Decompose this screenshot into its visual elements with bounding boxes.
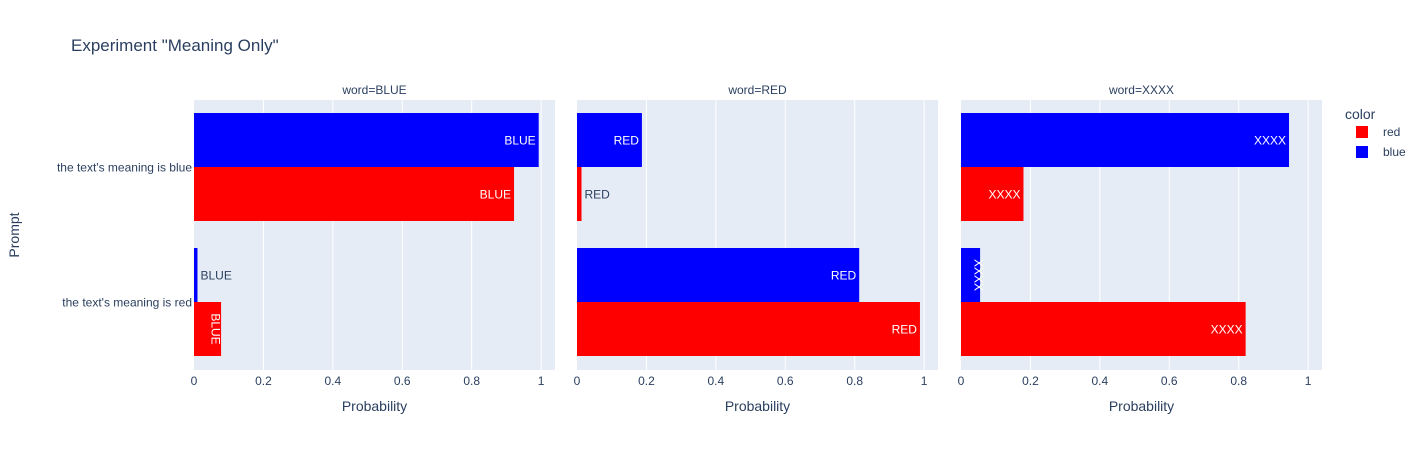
x-tick-label: 0.2 [1022, 374, 1039, 388]
x-tick-label: 0.6 [777, 374, 794, 388]
y-tick-label: the text's meaning is red [62, 296, 192, 310]
legend-item-blue[interactable]: blue [1356, 145, 1406, 159]
x-tick-label: 0.8 [463, 374, 480, 388]
y-tick-labels: the text's meaning is blue the text's mea… [57, 161, 192, 310]
legend-swatch [1356, 146, 1368, 158]
x-tick-label: 0.6 [1161, 374, 1178, 388]
x-axis-title: Probability [725, 398, 790, 414]
facet-panels: 0 0.2 0.4 0.6 0.8 1 word=BLUE Probability BLUE BL… [191, 83, 1322, 414]
bar [577, 302, 920, 356]
bar-data-label: BLUE [504, 134, 535, 148]
bar [961, 167, 1024, 221]
x-tick-label: 1 [921, 374, 928, 388]
legend-swatch [1356, 126, 1368, 138]
x-tick-label: 0.2 [255, 374, 272, 388]
x-tick-label: 0 [191, 374, 198, 388]
bar [194, 113, 539, 167]
chart-title: Experiment "Meaning Only" [71, 36, 279, 55]
bar-data-label: BLUE [480, 188, 511, 202]
bar-data-label: XXXX [1254, 134, 1286, 148]
bar [194, 167, 515, 221]
bar-data-label: XXXX [988, 188, 1020, 202]
y-axis-title: Prompt [6, 212, 22, 257]
legend-label: red [1383, 125, 1400, 139]
legend[interactable]: color red blue [1345, 106, 1406, 159]
bar-data-label: BLUE [200, 269, 231, 283]
x-tick-label: 0.6 [394, 374, 411, 388]
x-tick-label: 0.4 [1092, 374, 1109, 388]
x-tick-label: 0.4 [325, 374, 342, 388]
bar [577, 113, 642, 167]
bar-data-label: RED [614, 134, 640, 148]
x-tick-label: 1 [1305, 374, 1312, 388]
x-tick-label: 1 [538, 374, 545, 388]
x-tick-label: 0 [958, 374, 965, 388]
bar-data-label: BLUE [209, 313, 223, 344]
facet-title: word=BLUE [341, 83, 406, 97]
bar-data-label: XXXX [1211, 323, 1243, 337]
x-tick-label: 0.4 [708, 374, 725, 388]
x-tick-label: 0.2 [638, 374, 655, 388]
facet-panel: 0 0.2 0.4 0.6 0.8 1 word=BLUE Probability BLUE BL… [191, 83, 555, 414]
bar-data-label: RED [585, 188, 611, 202]
facet-panel: 0 0.2 0.4 0.6 0.8 1 word=XXXX Probability XXXX XX… [958, 83, 1322, 414]
bar-data-label: RED [892, 323, 918, 337]
x-axis-title: Probability [342, 398, 407, 414]
bar [194, 302, 222, 356]
bar [577, 248, 860, 302]
facet-panel: 0 0.2 0.4 0.6 0.8 1 word=RED Probability RED RED R… [574, 83, 938, 414]
bar-data-label: XXXX [972, 259, 986, 291]
bar [194, 248, 198, 302]
x-tick-label: 0.8 [1230, 374, 1247, 388]
bar-data-label: RED [831, 269, 857, 283]
y-tick-label: the text's meaning is blue [57, 161, 192, 175]
bar [961, 248, 981, 302]
x-tick-label: 0 [574, 374, 581, 388]
bar [577, 167, 582, 221]
facet-title: word=XXXX [1108, 83, 1174, 97]
x-axis-title: Probability [1109, 398, 1174, 414]
legend-title: color [1345, 106, 1376, 122]
facet-title: word=RED [727, 83, 787, 97]
bar [961, 113, 1290, 167]
bar [961, 302, 1246, 356]
legend-label: blue [1383, 145, 1406, 159]
legend-item-red[interactable]: red [1356, 125, 1400, 139]
x-tick-label: 0.8 [846, 374, 863, 388]
